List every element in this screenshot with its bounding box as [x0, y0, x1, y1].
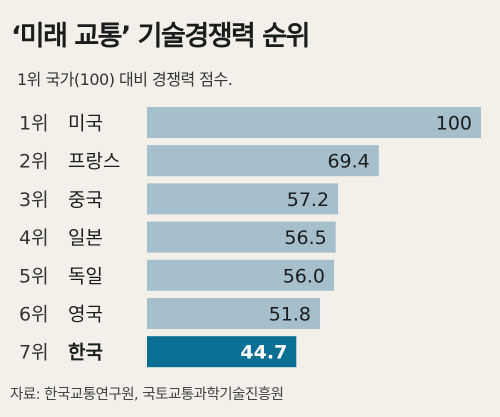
bar-7: [147, 336, 297, 368]
rank-label: 5위: [19, 265, 49, 287]
country-label: 한국: [68, 342, 103, 364]
value-label: 44.7: [240, 342, 287, 364]
value-label: 69.4: [327, 151, 369, 173]
bar-2: [147, 145, 379, 177]
value-label: 57.2: [287, 189, 329, 211]
value-label: 56.5: [284, 227, 326, 249]
bar-6: [147, 298, 321, 329]
country-label: 미국: [68, 113, 103, 135]
bar-chart: 1위 미국 100 2위 프랑스 69.4 3위 중국 57.2 4위 일본 56.5 5위 독일 56.0…: [19, 107, 481, 368]
country-label: 독일: [68, 265, 103, 287]
value-label: 100: [436, 113, 472, 135]
bar-1: [147, 107, 481, 138]
bar-3: [147, 183, 339, 215]
source-note: 자료: 한국교통연구원, 국토교통과학기술진흥원: [10, 387, 284, 403]
country-label: 프랑스: [68, 151, 120, 173]
country-label: 중국: [68, 189, 103, 211]
bar-5: [147, 259, 335, 291]
rank-label: 2위: [19, 151, 49, 173]
rank-label: 4위: [19, 227, 49, 249]
value-label: 56.0: [283, 265, 325, 287]
value-label: 51.8: [269, 304, 311, 326]
chart-title: ‘미래 교통’ 기술경쟁력 순위: [11, 21, 310, 52]
country-label: 일본: [68, 227, 103, 249]
country-label: 영국: [68, 304, 103, 326]
chart-subtitle: 1위 국가(100) 대비 경쟁력 점수.: [17, 70, 233, 89]
rank-label: 6위: [19, 304, 49, 326]
rank-label: 7위: [19, 342, 49, 364]
bar-4: [147, 221, 336, 253]
rank-label: 1위: [19, 113, 49, 135]
rank-label: 3위: [19, 189, 49, 211]
